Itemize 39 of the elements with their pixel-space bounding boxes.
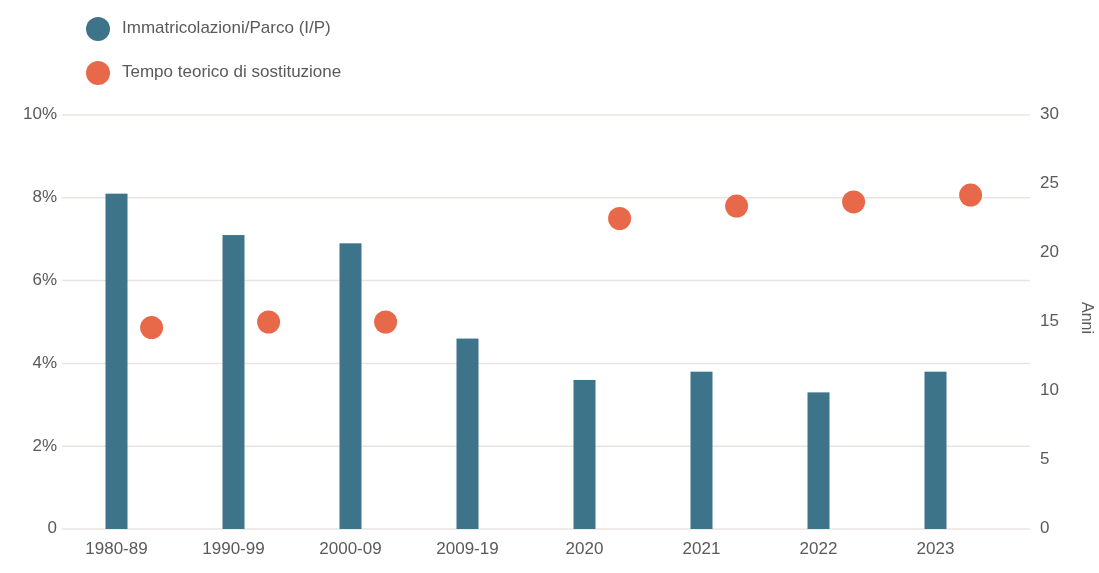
y2-tick-label: 25 (1040, 173, 1059, 193)
y-tick-label: 2% (32, 435, 57, 455)
bar (105, 193, 128, 529)
y2-tick-label: 30 (1040, 104, 1059, 124)
x-tick-label: 1990-99 (202, 539, 265, 558)
point (725, 194, 749, 218)
legend-label: Immatricolazioni/Parco (I/P) (122, 18, 331, 38)
y-tick-label: 6% (32, 270, 57, 290)
bar (573, 379, 596, 529)
bar (924, 371, 947, 529)
bar (807, 392, 830, 529)
y2-tick-label: 20 (1040, 242, 1059, 262)
bar (456, 338, 479, 529)
x-tick-label: 2023 (916, 539, 955, 558)
bar (222, 235, 245, 529)
x-tick-label: 2009-19 (436, 539, 499, 558)
point (608, 207, 632, 230)
y-tick-label: 8% (32, 187, 57, 207)
y-tick-label: 0 (47, 518, 57, 538)
y2-tick-label: 15 (1040, 311, 1059, 331)
point (959, 183, 983, 207)
point (140, 316, 164, 339)
y2-axis-title: Anni (1079, 301, 1096, 335)
y2-tick-label: 5 (1040, 449, 1050, 469)
point (842, 190, 866, 214)
bar (690, 371, 713, 529)
point (257, 310, 281, 334)
y-tick-label: 10% (22, 104, 57, 124)
y2-tick-label: 0 (1040, 518, 1050, 538)
bar (339, 243, 362, 529)
point (374, 310, 398, 334)
x-tick-label: 2020 (565, 539, 604, 558)
y2-tick-label: 10 (1040, 380, 1059, 400)
x-tick-label: 2022 (799, 539, 838, 558)
legend-label: Tempo teorico di sostituzione (122, 62, 342, 82)
x-tick-label: 2000-09 (319, 539, 382, 558)
x-tick-label: 1980-89 (85, 539, 148, 558)
x-tick-label: 2021 (682, 539, 721, 558)
y-tick-label: 4% (32, 352, 57, 372)
